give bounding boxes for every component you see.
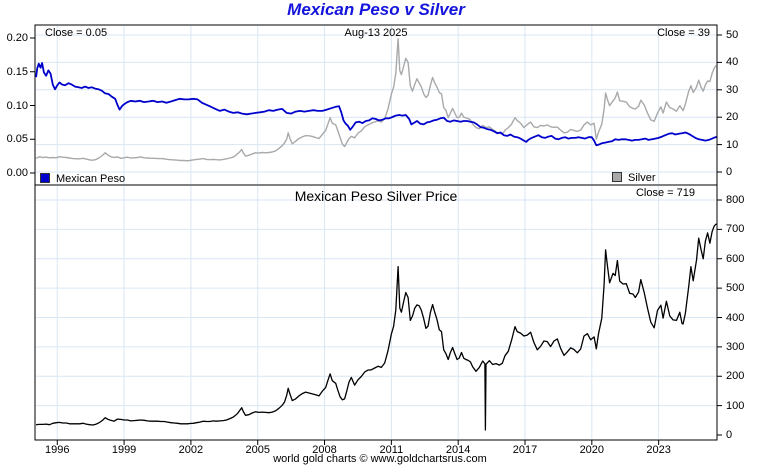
right-axis-tick-label: 10 (726, 138, 739, 151)
left-axis-tick-label: 0.15 (6, 65, 28, 78)
right-axis-tick-label: 40 (726, 56, 739, 69)
right-axis-tick-label: 0 (726, 429, 733, 441)
right-axis-tick-label: 200 (726, 370, 745, 383)
bottom-panel-border (34, 184, 718, 441)
legend-item-mexican-peso: Mexican Peso (40, 173, 125, 185)
right-axis-tick-label: 800 (726, 194, 745, 206)
left-axis-tick-label: 0.10 (6, 99, 28, 112)
x-axis-tick-label: 2014 (445, 444, 471, 456)
silver-legend-label: Silver (628, 172, 656, 184)
right-axis-tick-label: 400 (726, 311, 745, 324)
page-title: Mexican Peso v Silver (287, 0, 465, 19)
bottom-panel-title: Mexican Peso Silver Price (294, 188, 458, 204)
top-panel-border (34, 24, 718, 186)
x-axis-tick-label: 1999 (111, 444, 137, 456)
x-axis-tick-label: 1996 (45, 444, 70, 456)
footer-credit: world gold charts © www.goldchartsrus.co… (273, 453, 487, 465)
date-annotation: Aug-13 2025 (344, 27, 408, 39)
right-axis-tick-label: 50 (726, 29, 739, 41)
right-axis-tick-label: 0 (726, 166, 733, 178)
right-axis-tick-label: 500 (726, 282, 745, 295)
x-axis-tick-label: 2017 (512, 444, 538, 456)
left-axis-tick-label: 0.00 (6, 167, 28, 179)
right-axis-tick-label: 600 (726, 252, 745, 265)
x-axis-tick-label: 2023 (646, 444, 671, 456)
x-axis-tick-label: 2011 (379, 444, 404, 456)
x-axis-tick-label: 2020 (579, 444, 605, 456)
peso-silver-price-series-line (36, 223, 717, 431)
x-axis-tick-label: 2008 (312, 444, 337, 456)
peso-legend-label: Mexican Peso (56, 173, 126, 185)
mexican-peso-series-line (35, 62, 717, 147)
right-axis-tick-label: 700 (726, 223, 745, 236)
x-axis-tick-label: 2002 (178, 444, 204, 456)
left-axis-tick-label: 0.05 (6, 133, 28, 146)
left-axis-tick-label: 0.20 (6, 32, 28, 44)
x-axis-tick-label: 2005 (245, 444, 270, 456)
right-axis-tick-label: 30 (726, 83, 739, 96)
silver-legend-swatch-icon (612, 172, 622, 182)
peso-close-annotation: Close = 0.05 (45, 27, 108, 39)
silver-close-annotation: Close = 39 (657, 27, 710, 39)
peso-legend-swatch-icon (40, 173, 50, 183)
right-axis-tick-label: 100 (726, 399, 745, 412)
legend-item-silver: Silver (612, 172, 656, 184)
right-axis-tick-label: 300 (726, 340, 745, 353)
peso-silver-close-annotation: Close = 719 (635, 187, 695, 199)
right-axis-tick-label: 20 (726, 111, 739, 124)
silver-series-line (35, 38, 718, 162)
